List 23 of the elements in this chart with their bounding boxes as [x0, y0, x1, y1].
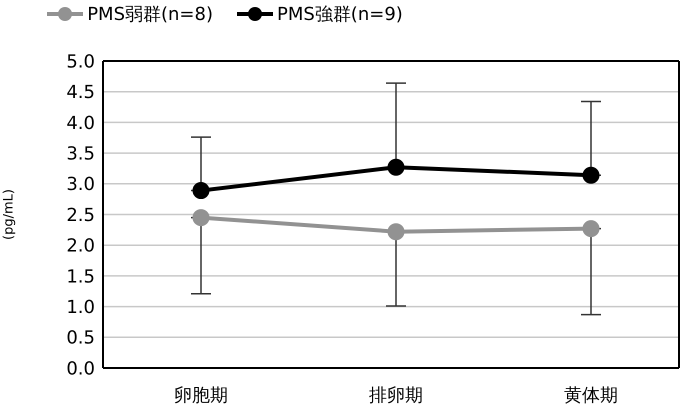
y-tick-label: 3.0	[66, 174, 95, 196]
y-tick-label: 5.0	[66, 51, 95, 72]
y-tick-label: 4.5	[66, 82, 95, 104]
y-axis-title: (pg/mL)	[2, 189, 17, 240]
x-tick-label: 黄体期	[564, 384, 618, 406]
x-tick-label: 排卵期	[369, 384, 423, 406]
point	[388, 158, 404, 176]
point	[388, 223, 404, 240]
y-tick-label: 1.5	[66, 266, 95, 288]
y-tick-label: 4.0	[66, 112, 95, 134]
point	[192, 182, 210, 200]
y-tick-label: 1.0	[66, 296, 95, 318]
y-tick-label: 2.5	[66, 204, 95, 226]
point	[582, 166, 600, 184]
y-tick-label: 0.0	[66, 358, 95, 380]
point	[582, 220, 600, 238]
y-tick-label: 2.0	[66, 236, 95, 257]
y-tick-label: 0.5	[66, 328, 95, 349]
point	[192, 209, 210, 226]
legend-label: PMS弱群(n=8)	[87, 3, 213, 26]
legend-label: PMS強群(n=9)	[277, 3, 403, 26]
x-tick-label: 卵胞期	[174, 384, 228, 406]
y-tick-label: 3.5	[66, 143, 95, 164]
